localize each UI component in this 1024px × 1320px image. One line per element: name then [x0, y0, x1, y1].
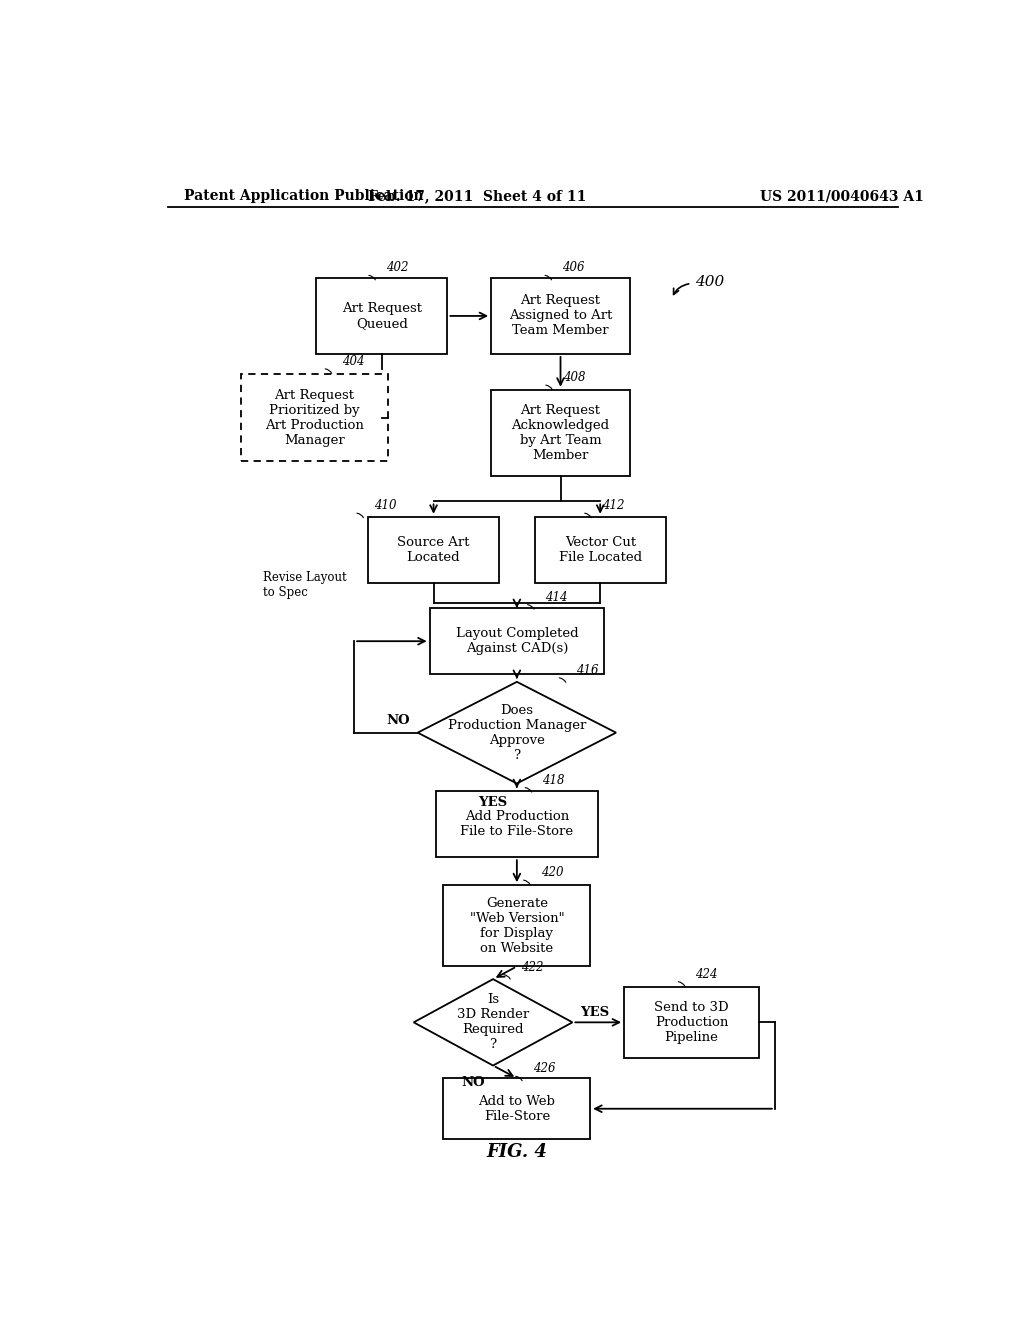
Bar [492, 277, 630, 354]
Text: 420: 420 [541, 866, 563, 879]
Text: YES: YES [581, 1006, 609, 1019]
Text: Feb. 17, 2011  Sheet 4 of 11: Feb. 17, 2011 Sheet 4 of 11 [368, 189, 587, 203]
Bar [492, 389, 630, 477]
Text: Art Request
Queued: Art Request Queued [342, 302, 422, 330]
Text: 418: 418 [543, 774, 565, 787]
Text: Art Request
Assigned to Art
Team Member: Art Request Assigned to Art Team Member [509, 294, 612, 338]
Bar [624, 987, 759, 1057]
Text: Add Production
File to File-Store: Add Production File to File-Store [461, 810, 573, 838]
Text: 422: 422 [521, 961, 544, 974]
Text: Patent Application Publication: Patent Application Publication [183, 189, 423, 203]
Text: 414: 414 [545, 590, 567, 603]
Text: NO: NO [462, 1076, 485, 1089]
Text: 412: 412 [602, 499, 625, 512]
Text: 404: 404 [342, 355, 365, 368]
Text: Art Request
Acknowledged
by Art Team
Member: Art Request Acknowledged by Art Team Mem… [511, 404, 609, 462]
Text: Send to 3D
Production
Pipeline: Send to 3D Production Pipeline [654, 1001, 729, 1044]
Polygon shape [414, 979, 572, 1065]
Text: US 2011/0040643 A1: US 2011/0040643 A1 [760, 189, 925, 203]
Text: 416: 416 [577, 664, 599, 677]
Text: 408: 408 [563, 371, 586, 384]
Bar [241, 375, 388, 461]
Text: 406: 406 [562, 261, 585, 275]
Text: Generate
"Web Version"
for Display
on Website: Generate "Web Version" for Display on We… [470, 896, 564, 954]
Bar [430, 609, 604, 675]
Text: Add to Web
File-Store: Add to Web File-Store [478, 1094, 555, 1123]
Text: YES: YES [478, 796, 508, 809]
Text: Is
3D Render
Required
?: Is 3D Render Required ? [457, 994, 529, 1051]
Text: Source Art
Located: Source Art Located [397, 536, 470, 564]
Bar [368, 516, 499, 582]
Text: Art Request
Prioritized by
Art Production
Manager: Art Request Prioritized by Art Productio… [265, 388, 364, 446]
Bar [316, 277, 447, 354]
Bar [435, 791, 598, 857]
Polygon shape [418, 682, 616, 784]
Text: NO: NO [386, 714, 410, 727]
Text: 400: 400 [695, 276, 725, 289]
Text: Revise Layout
to Spec: Revise Layout to Spec [262, 572, 346, 599]
Text: Vector Cut
File Located: Vector Cut File Located [559, 536, 642, 564]
Text: Layout Completed
Against CAD(s): Layout Completed Against CAD(s) [456, 627, 579, 655]
Text: FIG. 4: FIG. 4 [486, 1143, 547, 1162]
Bar [443, 886, 590, 966]
Text: 426: 426 [532, 1063, 555, 1076]
Bar [443, 1078, 590, 1139]
Bar [535, 516, 666, 582]
Text: 410: 410 [374, 499, 396, 512]
Text: 402: 402 [386, 261, 409, 275]
Text: 424: 424 [695, 968, 718, 981]
Text: Does
Production Manager
Approve
?: Does Production Manager Approve ? [447, 704, 586, 762]
